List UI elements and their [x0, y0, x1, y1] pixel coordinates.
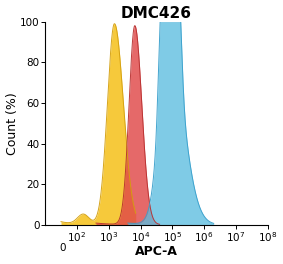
- Text: 0: 0: [59, 243, 66, 253]
- Y-axis label: Count (%): Count (%): [6, 92, 19, 155]
- X-axis label: APC-A: APC-A: [135, 246, 178, 258]
- Title: DMC426: DMC426: [121, 6, 192, 21]
